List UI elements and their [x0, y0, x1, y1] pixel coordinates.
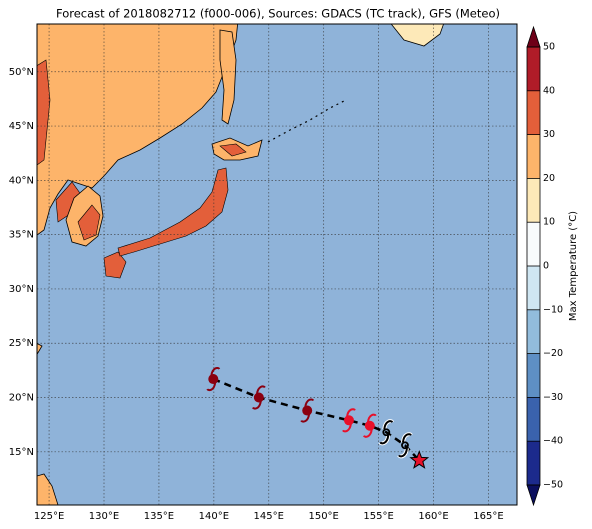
map-frame: [36, 23, 518, 506]
storm-arms: [206, 367, 221, 392]
storm-marker: [343, 415, 354, 426]
track-point: [378, 419, 395, 446]
colorbar-segment: [527, 266, 540, 310]
track-point: [300, 398, 315, 423]
storm-arms: [300, 398, 315, 423]
storm-arms: [362, 413, 377, 438]
colorbar-tick-label: 40: [543, 85, 555, 96]
lon-tick-label: 135°E: [144, 511, 174, 522]
colorbar-tick-label: −30: [543, 392, 563, 403]
track-point: [362, 413, 377, 438]
colorbar-label: Max Temperature (°C): [568, 211, 579, 321]
lat-tick-label: 15°N: [9, 447, 34, 458]
colorbar-tick-label: 0: [543, 261, 549, 272]
lat-tick-label: 20°N: [9, 393, 34, 404]
lon-tick-label: 125°E: [34, 511, 64, 522]
colorbar-tick-label: −50: [543, 480, 563, 491]
lon-tick-label: 130°E: [89, 511, 119, 522]
colorbar-segment: [527, 441, 540, 485]
track-point: [206, 367, 221, 392]
land: [37, 24, 444, 505]
track-point: [397, 432, 413, 459]
swirl-eye: [401, 441, 409, 450]
lat-tick-label: 30°N: [9, 284, 34, 295]
lat-tick-label: 40°N: [9, 175, 34, 186]
colorbar-segment: [527, 309, 540, 354]
lon-tick-label: 150°E: [308, 511, 338, 522]
lon-tick-label: 155°E: [363, 511, 393, 522]
colorbar-tick-label: 10: [543, 217, 555, 228]
swirl-marker: [379, 420, 394, 445]
lat-tick-label: 35°N: [9, 230, 34, 241]
swirl-eye: [382, 428, 391, 437]
lon-tick-label: 165°E: [473, 511, 503, 522]
colorbar-segment: [527, 397, 540, 442]
colorbar-extend-high: [526, 25, 541, 48]
lon-tick-label: 160°E: [418, 511, 448, 522]
track-point: [409, 450, 430, 469]
lat-tick-label: 50°N: [9, 67, 34, 78]
storm-marker: [364, 420, 375, 431]
title: Forecast of 2018082712 (f000-006), Sourc…: [56, 7, 500, 21]
colorbar-tick-label: −10: [543, 304, 563, 315]
lon-tick-label: 140°E: [199, 511, 229, 522]
track-point: [251, 385, 266, 410]
colorbar-segment: [527, 90, 540, 135]
storm-arms: [342, 408, 356, 433]
star-marker: [409, 450, 430, 469]
colorbar-segment: [527, 353, 540, 398]
colorbar-segment: [527, 47, 540, 91]
colorbar-tick-label: 20: [543, 173, 555, 184]
storm-arms: [251, 385, 266, 410]
colorbar-extend-low: [526, 484, 541, 507]
colorbar-tick-label: 30: [543, 129, 555, 140]
colorbar-tick-label: −20: [543, 348, 563, 359]
lat-tick-label: 45°N: [9, 121, 34, 132]
track-point: [342, 408, 356, 433]
storm-marker: [208, 374, 219, 385]
lon-tick-label: 145°E: [254, 511, 284, 522]
lat-tick-label: 25°N: [9, 338, 34, 349]
swirl-marker: [398, 433, 412, 458]
storm-marker: [253, 392, 264, 403]
storm-marker: [302, 405, 313, 416]
colorbar-tick-label: −40: [543, 436, 563, 447]
colorbar-tick-label: 50: [543, 42, 555, 53]
colorbar-segment: [527, 178, 540, 223]
colorbar-segment: [527, 222, 540, 266]
colorbar-segment: [527, 134, 540, 179]
